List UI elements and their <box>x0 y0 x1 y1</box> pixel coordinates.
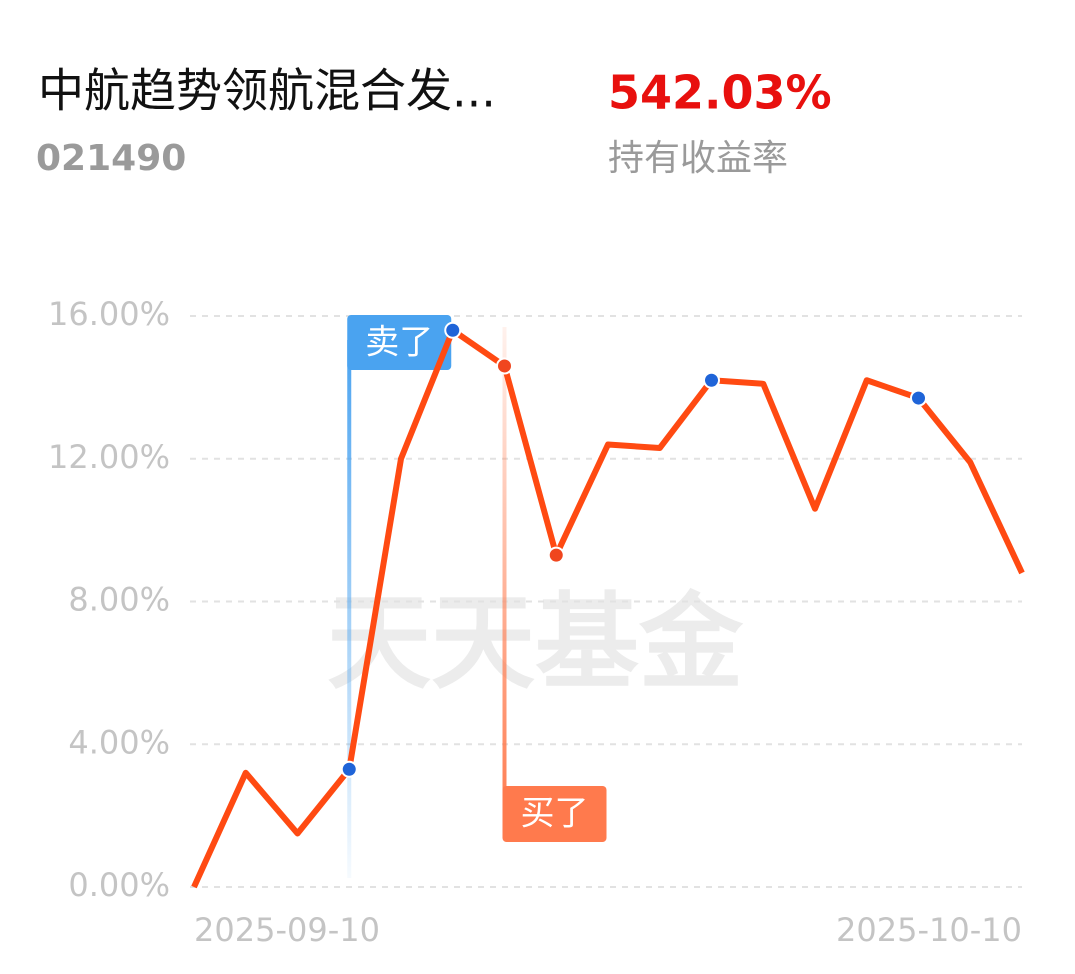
sell-marker <box>340 760 358 778</box>
x-tick-label: 2025-10-10 <box>836 911 1022 949</box>
y-tick-label: 0.00% <box>68 866 170 904</box>
annotation-line <box>502 327 507 827</box>
series-line <box>191 327 1025 889</box>
annotation-label: 卖了 <box>365 323 433 363</box>
watermark: 天天基金 <box>327 581 744 703</box>
buy-marker <box>496 357 513 375</box>
fund-name: 中航趋势领航混合发... <box>38 64 496 118</box>
y-tick-label: 16.00% <box>48 295 170 333</box>
fund-code: 021490 <box>36 138 186 179</box>
sell-marker <box>703 371 720 389</box>
x-tick-label: 2025-09-10 <box>194 911 380 949</box>
y-tick-label: 8.00% <box>68 581 170 619</box>
annotation-label: 买了 <box>521 794 589 834</box>
return-label: 持有收益率 <box>608 138 788 179</box>
annotation-box <box>502 786 607 842</box>
return-value: 542.03% <box>608 66 832 120</box>
buy-marker <box>547 546 565 564</box>
y-tick-label: 12.00% <box>48 438 170 476</box>
y-tick-label: 4.00% <box>68 723 170 761</box>
annotation-line <box>347 340 352 878</box>
sell-marker <box>910 389 927 407</box>
sell-marker <box>444 321 462 339</box>
annotation-box <box>347 315 452 370</box>
